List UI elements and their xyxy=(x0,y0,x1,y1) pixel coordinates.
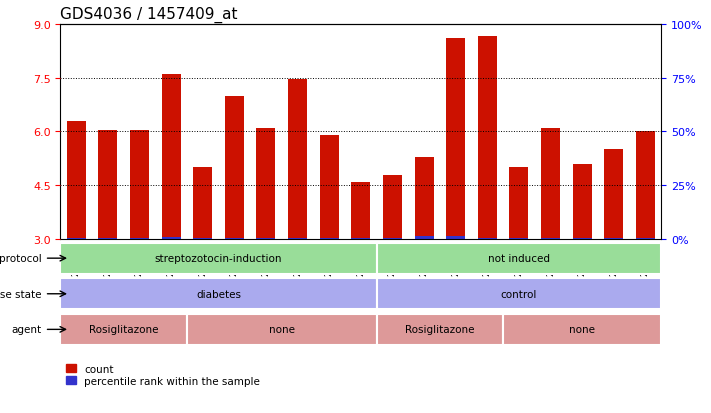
Bar xyxy=(636,132,655,240)
Bar xyxy=(604,239,624,240)
Bar xyxy=(193,239,212,240)
Bar xyxy=(415,157,434,240)
Text: none: none xyxy=(570,325,595,335)
Text: agent: agent xyxy=(11,325,41,335)
Bar xyxy=(351,239,370,240)
FancyBboxPatch shape xyxy=(187,314,377,345)
Bar xyxy=(161,75,181,240)
Bar xyxy=(541,128,560,240)
Text: Rosiglitazone: Rosiglitazone xyxy=(89,325,159,335)
Bar xyxy=(636,239,655,240)
Bar xyxy=(541,238,560,240)
Bar xyxy=(320,239,338,240)
FancyBboxPatch shape xyxy=(377,243,661,274)
Text: protocol: protocol xyxy=(0,254,41,263)
Bar xyxy=(98,131,117,240)
Bar xyxy=(257,238,275,240)
FancyBboxPatch shape xyxy=(60,278,377,310)
Text: disease state: disease state xyxy=(0,289,41,299)
Bar xyxy=(604,150,624,240)
Text: diabetes: diabetes xyxy=(196,289,241,299)
FancyBboxPatch shape xyxy=(377,278,661,310)
Bar xyxy=(130,238,149,240)
FancyBboxPatch shape xyxy=(60,243,377,274)
FancyBboxPatch shape xyxy=(377,314,503,345)
Bar xyxy=(288,238,307,240)
Bar xyxy=(193,168,212,240)
Bar xyxy=(447,39,465,240)
Bar xyxy=(351,182,370,240)
Bar xyxy=(572,164,592,240)
Bar xyxy=(130,131,149,240)
Text: Rosiglitazone: Rosiglitazone xyxy=(405,325,475,335)
Text: streptozotocin-induction: streptozotocin-induction xyxy=(155,254,282,263)
Bar xyxy=(415,237,434,240)
FancyBboxPatch shape xyxy=(60,314,187,345)
Bar xyxy=(510,239,528,240)
Text: GDS4036 / 1457409_at: GDS4036 / 1457409_at xyxy=(60,7,238,24)
Bar xyxy=(383,239,402,240)
Bar xyxy=(257,128,275,240)
Bar xyxy=(225,96,244,240)
Legend: count, percentile rank within the sample: count, percentile rank within the sample xyxy=(65,364,260,386)
Bar xyxy=(225,238,244,240)
Bar xyxy=(510,168,528,240)
Bar xyxy=(478,238,497,240)
Bar xyxy=(67,121,86,240)
Bar xyxy=(67,239,86,240)
Bar xyxy=(320,136,338,240)
Text: none: none xyxy=(269,325,295,335)
FancyBboxPatch shape xyxy=(503,314,661,345)
Bar xyxy=(447,237,465,240)
Bar xyxy=(478,37,497,240)
Text: control: control xyxy=(501,289,537,299)
Text: not induced: not induced xyxy=(488,254,550,263)
Bar xyxy=(572,239,592,240)
Bar xyxy=(288,80,307,240)
Bar xyxy=(161,237,181,240)
Bar xyxy=(98,239,117,240)
Bar xyxy=(383,175,402,240)
